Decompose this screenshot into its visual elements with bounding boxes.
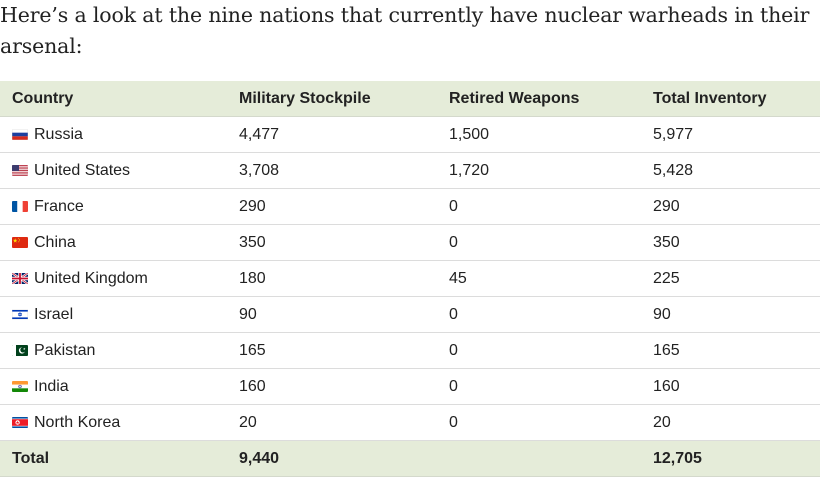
table-row: France 290 0 290 <box>0 188 820 225</box>
retired-cell: 1,500 <box>437 116 641 153</box>
country-cell: North Korea <box>0 404 227 441</box>
header-retired-weapons: Retired Weapons <box>437 81 641 117</box>
table-row: China 350 0 350 <box>0 224 820 261</box>
usa-flag-icon <box>12 164 28 176</box>
country-name: Russia <box>34 125 83 143</box>
pakistan-flag-icon <box>12 344 28 356</box>
israel-flag-icon <box>12 308 28 320</box>
stockpile-cell: 180 <box>227 260 437 297</box>
nuclear-warheads-table: Country Military Stockpile Retired Weapo… <box>0 81 820 477</box>
table-body: Russia 4,477 1,500 5,977 <box>0 116 820 441</box>
country-cell: India <box>0 368 227 405</box>
russia-flag-icon <box>12 128 28 140</box>
total-cell: 290 <box>641 188 820 225</box>
country-cell: China <box>0 224 227 261</box>
table-row: United Kingdom 180 45 225 <box>0 260 820 297</box>
table-row: North Korea 20 0 20 <box>0 404 820 441</box>
header-military-stockpile: Military Stockpile <box>227 81 437 117</box>
total-stockpile: 9,440 <box>227 440 437 477</box>
total-cell: 225 <box>641 260 820 297</box>
north-korea-flag-icon <box>12 416 28 428</box>
header-total-inventory: Total Inventory <box>641 81 820 117</box>
total-cell: 90 <box>641 296 820 333</box>
total-inventory: 12,705 <box>641 440 820 477</box>
retired-cell: 45 <box>437 260 641 297</box>
country-name: United States <box>34 161 131 179</box>
retired-cell: 0 <box>437 404 641 441</box>
china-flag-icon <box>12 236 28 248</box>
stockpile-cell: 290 <box>227 188 437 225</box>
country-name: United Kingdom <box>34 269 148 287</box>
total-row: Total 9,440 12,705 <box>0 440 820 477</box>
country-cell: United Kingdom <box>0 260 227 297</box>
country-name: China <box>34 233 76 251</box>
retired-cell: 0 <box>437 296 641 333</box>
country-name: Israel <box>34 305 74 323</box>
total-cell: 165 <box>641 332 820 369</box>
india-flag-icon <box>12 380 28 392</box>
retired-cell: 0 <box>437 224 641 261</box>
table-row: Israel 90 0 90 <box>0 296 820 333</box>
table-footer: Total 9,440 12,705 <box>0 440 820 477</box>
total-cell: 5,428 <box>641 152 820 189</box>
country-name: North Korea <box>34 413 121 431</box>
table-row: United States 3,708 1,720 5,428 <box>0 152 820 189</box>
retired-cell: 0 <box>437 368 641 405</box>
country-cell: Israel <box>0 296 227 333</box>
country-cell: Pakistan <box>0 332 227 369</box>
total-cell: 5,977 <box>641 116 820 153</box>
table-header: Country Military Stockpile Retired Weapo… <box>0 81 820 117</box>
stockpile-cell: 20 <box>227 404 437 441</box>
total-retired <box>437 440 641 477</box>
retired-cell: 0 <box>437 188 641 225</box>
france-flag-icon <box>12 200 28 212</box>
retired-cell: 1,720 <box>437 152 641 189</box>
retired-cell: 0 <box>437 332 641 369</box>
country-name: Pakistan <box>34 341 96 359</box>
stockpile-cell: 4,477 <box>227 116 437 153</box>
country-name: India <box>34 377 69 395</box>
total-cell: 350 <box>641 224 820 261</box>
country-cell: United States <box>0 152 227 189</box>
stockpile-cell: 350 <box>227 224 437 261</box>
stockpile-cell: 160 <box>227 368 437 405</box>
total-cell: 160 <box>641 368 820 405</box>
header-row: Country Military Stockpile Retired Weapo… <box>0 81 820 117</box>
uk-flag-icon <box>12 272 28 284</box>
intro-paragraph: Here’s a look at the nine nations that c… <box>0 3 810 58</box>
stockpile-cell: 90 <box>227 296 437 333</box>
header-country: Country <box>0 81 227 117</box>
total-label: Total <box>0 440 227 477</box>
table-row: Russia 4,477 1,500 5,977 <box>0 116 820 153</box>
stockpile-cell: 165 <box>227 332 437 369</box>
table-row: India 160 0 160 <box>0 368 820 405</box>
table-row: Pakistan 165 0 165 <box>0 332 820 369</box>
country-name: France <box>34 197 84 215</box>
country-cell: Russia <box>0 116 227 153</box>
stockpile-cell: 3,708 <box>227 152 437 189</box>
country-cell: France <box>0 188 227 225</box>
total-cell: 20 <box>641 404 820 441</box>
